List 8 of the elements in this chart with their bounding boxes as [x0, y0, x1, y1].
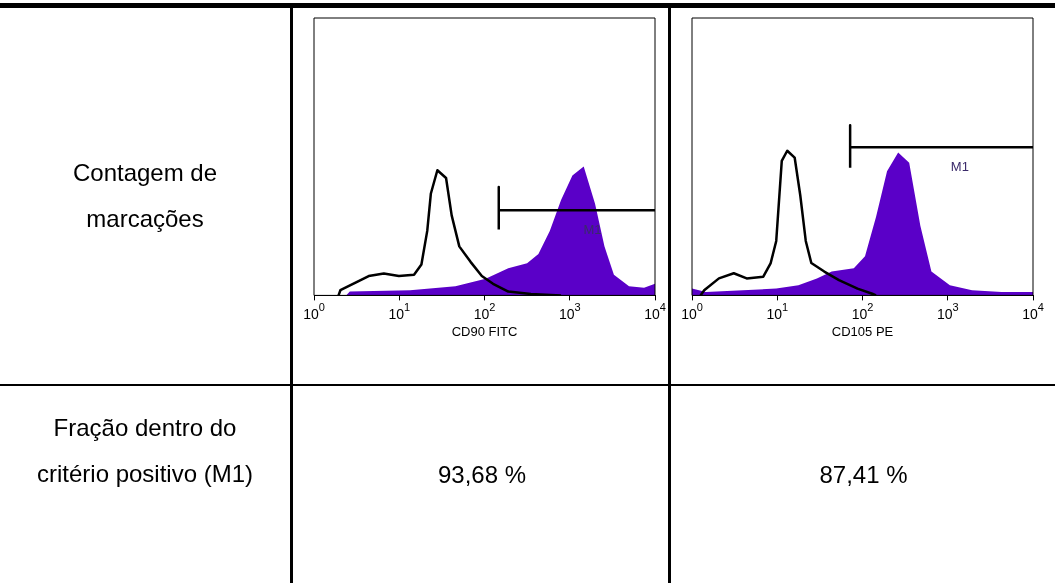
- text: 93,68 %: [436, 460, 528, 490]
- text: Fração dentro do critério positivo (M1): [35, 413, 254, 489]
- series-label: M1: [950, 158, 969, 174]
- series-label: M1: [583, 221, 602, 237]
- text: 87,41 %: [818, 460, 909, 490]
- text: Contagem de marcações: [71, 158, 219, 234]
- x-axis-title: CD105 PE: [831, 323, 894, 339]
- x-axis-title: CD90 FITC: [451, 323, 518, 339]
